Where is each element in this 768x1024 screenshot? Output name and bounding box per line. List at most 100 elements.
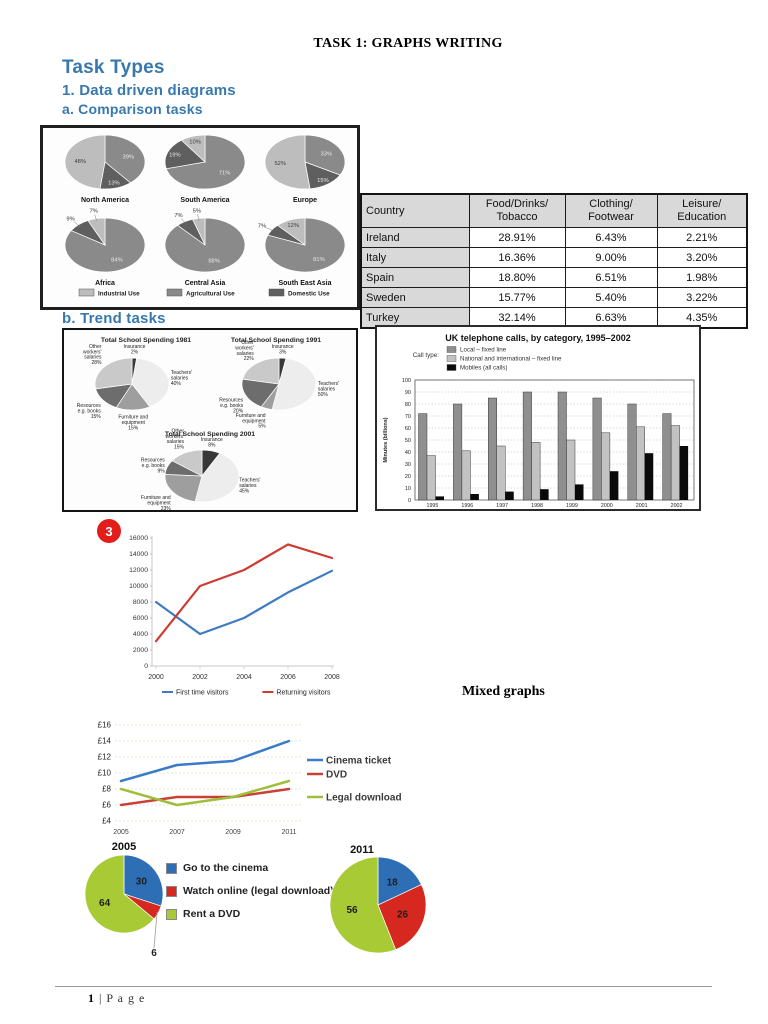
svg-text:81%: 81%	[313, 257, 325, 263]
svg-text:Furniture and: Furniture and	[141, 495, 171, 501]
table-cell: 3.20%	[656, 247, 748, 268]
table-cell: Turkey	[360, 307, 470, 329]
svg-text:salaries: salaries	[171, 375, 189, 381]
svg-text:Local – fixed line: Local – fixed line	[460, 347, 507, 354]
svg-text:50%: 50%	[318, 392, 329, 398]
film-legend-item: Watch online (legal download)	[166, 885, 426, 897]
table-cell: 5.40%	[564, 287, 658, 308]
svg-text:Africa: Africa	[95, 280, 115, 287]
figure-3-badge: 3	[97, 519, 121, 543]
school-spending-pie-charts: Total School Spending 1981 Insurance 2% Tea…	[62, 328, 358, 512]
svg-text:2006: 2006	[280, 674, 296, 681]
table-cell: Italy	[360, 247, 470, 268]
svg-text:26: 26	[397, 910, 409, 921]
svg-text:workers': workers'	[235, 345, 254, 351]
svg-text:16000: 16000	[129, 535, 148, 542]
svg-text:2000: 2000	[601, 503, 613, 509]
school-pies-svg: Total School Spending 1981Insurance2%Tea…	[77, 337, 339, 512]
svg-text:Agricultural Use: Agricultural Use	[186, 291, 235, 298]
table-cell: 2.21%	[656, 227, 748, 248]
table-row: Italy 16.36% 9.00% 3.20%	[360, 247, 748, 268]
table-row: Spain 18.80% 6.51% 1.98%	[360, 267, 748, 288]
svg-text:19%: 19%	[169, 153, 181, 159]
svg-text:Returning visitors: Returning visitors	[276, 690, 331, 697]
svg-text:2002: 2002	[671, 503, 683, 509]
film-prices-line-chart: £4 £6 £8 £10 £12 £14 £16 2005 2007 2009 2011 Cinema…	[85, 700, 417, 842]
svg-text:Total School Spending 2001: Total School Spending 2001	[165, 431, 255, 438]
svg-text:1997: 1997	[496, 503, 508, 509]
table-cell: Sweden	[360, 287, 470, 308]
table-cell: 16.36%	[468, 247, 566, 268]
svg-text:Teachers': Teachers'	[171, 370, 192, 376]
svg-text:Resources: Resources	[141, 458, 165, 464]
svg-text:40: 40	[405, 450, 411, 456]
svg-text:8000: 8000	[133, 599, 148, 606]
mixed-graphs-label: Mixed graphs	[462, 684, 545, 699]
svg-text:45%: 45%	[239, 488, 250, 494]
svg-text:equipment: equipment	[122, 420, 146, 426]
svg-text:£4: £4	[102, 817, 111, 826]
svg-text:7%: 7%	[258, 223, 266, 229]
svg-text:Industrial Use: Industrial Use	[98, 291, 140, 298]
svg-text:salaries: salaries	[318, 387, 336, 393]
legend-label: Rent a DVD	[183, 908, 241, 920]
svg-text:£10: £10	[98, 769, 112, 778]
svg-text:2004: 2004	[236, 674, 252, 681]
svg-text:6: 6	[151, 948, 157, 959]
svg-text:South America: South America	[180, 197, 229, 204]
footer-label: | P a g e	[99, 991, 146, 1005]
svg-text:20%: 20%	[233, 408, 244, 414]
svg-text:Other: Other	[241, 340, 254, 346]
svg-text:15%: 15%	[317, 178, 329, 184]
svg-text:5%: 5%	[193, 208, 201, 214]
table-cell: 15.77%	[468, 287, 566, 308]
table-cell: 6.51%	[564, 267, 658, 288]
svg-text:14000: 14000	[129, 551, 148, 558]
svg-text:workers': workers'	[83, 349, 102, 355]
film-2005-pie-chart: 30 6 64	[76, 852, 188, 966]
svg-text:15%: 15%	[128, 425, 139, 431]
heading-task-types: Task Types	[62, 57, 165, 78]
svg-text:£6: £6	[102, 801, 111, 810]
water-pies-svg: 39% 13% 48% North America 71% 19% 10% South Ame…	[64, 134, 346, 298]
svg-text:2000: 2000	[148, 674, 164, 681]
spending-table: Country Food/Drinks/Tobacco Clothing/Footw…	[360, 193, 748, 329]
svg-text:£14: £14	[98, 737, 112, 746]
svg-text:Other: Other	[172, 428, 185, 434]
svg-text:Teachers': Teachers'	[239, 478, 260, 484]
uk-telephone-bar-chart: UK telephone calls, by category, 1995–20…	[375, 325, 701, 511]
film-2011-pie-title: 2011	[350, 844, 374, 856]
svg-text:4000: 4000	[133, 631, 148, 638]
svg-text:60: 60	[405, 426, 411, 432]
svg-text:39%: 39%	[123, 154, 135, 160]
svg-text:80: 80	[405, 402, 411, 408]
svg-text:90: 90	[405, 390, 411, 396]
svg-text:workers': workers'	[166, 434, 185, 440]
svg-text:Europe: Europe	[293, 197, 317, 204]
film-legend-item: Go to the cinema	[166, 862, 426, 874]
svg-text:3%: 3%	[279, 349, 287, 355]
svg-text:Furniture and: Furniture and	[118, 415, 148, 421]
svg-text:equipment: equipment	[147, 501, 171, 507]
svg-text:20: 20	[405, 474, 411, 480]
svg-text:10: 10	[405, 486, 411, 492]
svg-text:Central Asia: Central Asia	[185, 280, 226, 287]
svg-text:salaries: salaries	[167, 439, 185, 445]
svg-text:22%: 22%	[244, 356, 255, 362]
svg-text:Domestic Use: Domestic Use	[288, 291, 330, 298]
legend-swatch	[166, 908, 177, 920]
svg-text:1995: 1995	[427, 503, 439, 509]
svg-text:Call type:: Call type:	[413, 352, 439, 359]
svg-text:88%: 88%	[208, 259, 220, 265]
svg-text:1998: 1998	[531, 503, 543, 509]
table-cell: Ireland	[360, 227, 470, 248]
svg-text:48%: 48%	[74, 159, 86, 165]
table-header-cell: Country	[360, 193, 470, 228]
svg-text:100: 100	[402, 378, 411, 384]
svg-text:DVD: DVD	[326, 770, 347, 781]
svg-text:8%: 8%	[208, 442, 216, 448]
table-row: Ireland 28.91% 6.43% 2.21%	[360, 227, 748, 248]
svg-text:12000: 12000	[129, 567, 148, 574]
svg-text:UK telephone calls, by categor: UK telephone calls, by category, 1995–20…	[445, 333, 630, 343]
svg-text:e.g. books: e.g. books	[78, 409, 102, 415]
